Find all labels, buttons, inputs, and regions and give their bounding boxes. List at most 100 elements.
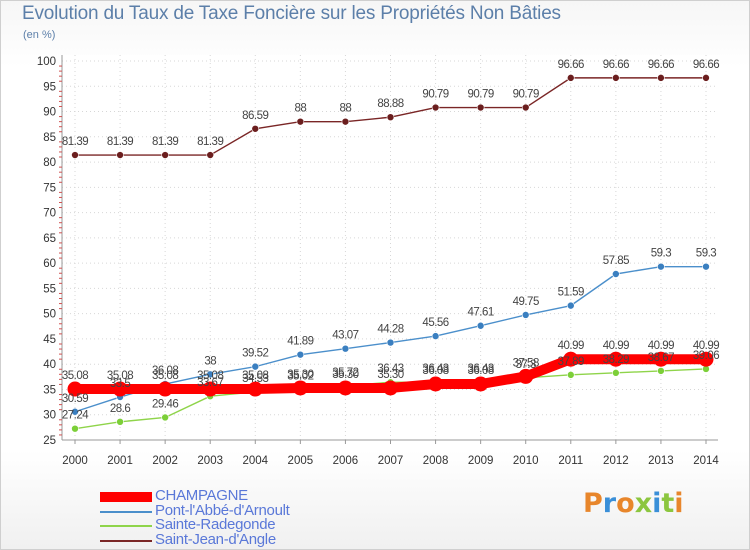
data-label: 36.08	[152, 365, 178, 377]
data-label: 45.56	[422, 317, 448, 329]
data-label: 96.66	[693, 59, 719, 71]
data-label: 38	[204, 355, 216, 367]
y-tick-label: 100	[37, 56, 56, 68]
logo-letter: t	[661, 488, 675, 519]
data-label: 37.58	[513, 357, 539, 369]
data-label: 57.85	[603, 255, 629, 267]
y-tick-label: 90	[43, 107, 56, 119]
data-label: 40.99	[693, 340, 719, 352]
data-label: 86.59	[242, 110, 268, 122]
data-point	[521, 103, 530, 112]
data-label: 36.43	[422, 363, 448, 375]
y-tick-label: 25	[43, 435, 56, 447]
data-point	[657, 262, 665, 271]
data-label: 28.6	[110, 403, 130, 415]
data-label: 51.59	[558, 287, 584, 299]
data-label: 40.99	[603, 340, 629, 352]
y-tick-label: 70	[43, 208, 56, 220]
data-label: 44.28	[377, 324, 403, 336]
logo-letter: o	[616, 488, 635, 519]
logo-letter: x	[634, 488, 653, 519]
data-label: 33.67	[197, 377, 223, 389]
y-tick-label: 85	[43, 132, 56, 144]
data-point	[206, 370, 215, 379]
logo-letter: r	[602, 488, 617, 519]
data-label: 27.24	[62, 410, 89, 422]
data-label: 88.88	[377, 98, 403, 110]
logo-letter: i	[674, 488, 684, 519]
y-tick-label: 45	[43, 334, 56, 346]
data-label: 81.39	[62, 136, 88, 148]
x-tick-label: 2003	[197, 455, 223, 467]
data-label: 59.3	[651, 248, 671, 260]
chart-unit-label: (en %)	[23, 29, 56, 41]
data-point	[161, 413, 169, 422]
data-point	[296, 117, 305, 126]
data-point	[71, 424, 79, 433]
data-point	[386, 113, 395, 121]
data-point	[202, 381, 218, 397]
data-label: 81.39	[197, 136, 223, 148]
legend-label: Pont-l'Abbé-d'Arnoult	[155, 502, 290, 519]
data-point	[341, 117, 350, 126]
data-point	[476, 103, 485, 112]
data-label: 90.79	[468, 89, 494, 101]
data-label: 59.3	[696, 248, 716, 260]
proxiti-logo: Proxiti	[583, 488, 684, 519]
x-tick-label: 2009	[468, 455, 494, 467]
data-label: 35.08	[242, 370, 268, 382]
x-tick-label: 2011	[558, 455, 583, 467]
legend-swatch-pont-l-abbe-d-arnoult	[100, 511, 152, 513]
data-point	[116, 151, 124, 159]
data-label: 81.39	[152, 136, 178, 148]
x-tick-label: 2006	[333, 455, 359, 467]
x-tick-label: 2001	[107, 455, 133, 467]
data-label: 38.67	[648, 352, 674, 364]
data-label: 36.43	[468, 363, 494, 375]
legend-swatch-champagne	[100, 492, 152, 502]
data-point	[71, 151, 79, 159]
data-point	[476, 321, 485, 330]
legend-label: Saint-Jean-d'Angle	[155, 531, 276, 548]
data-point	[71, 407, 79, 416]
y-tick-label: 35	[43, 384, 56, 396]
data-label: 96.66	[603, 59, 629, 71]
x-tick-label: 2010	[513, 455, 539, 467]
logo-letter: i	[652, 488, 662, 519]
data-label: 81.39	[107, 136, 133, 148]
data-label: 36.08	[468, 365, 494, 377]
data-point	[428, 376, 444, 392]
data-label: 33.5	[110, 378, 130, 390]
data-label: 35.08	[107, 370, 133, 382]
data-point	[157, 381, 173, 397]
legend-label: CHAMPAGNE	[155, 487, 248, 504]
data-point	[251, 362, 260, 371]
y-tick-label: 75	[43, 182, 56, 194]
data-point	[653, 351, 669, 367]
data-point	[431, 103, 440, 112]
data-label: 35.30	[332, 369, 358, 381]
data-point	[612, 74, 620, 82]
data-point	[698, 351, 714, 367]
data-point	[702, 262, 710, 271]
legend-swatch-saint-jean-d-angle	[100, 540, 152, 542]
data-label: 88	[340, 103, 352, 115]
data-label: 35.30	[377, 369, 403, 381]
data-point	[161, 151, 169, 159]
data-label: 43.07	[332, 330, 358, 342]
y-tick-label: 95	[43, 81, 56, 93]
data-label: 39.06	[693, 350, 719, 362]
data-label: 35.30	[287, 369, 313, 381]
data-label: 36.08	[422, 365, 448, 377]
x-tick-label: 2000	[62, 455, 88, 467]
data-label: 35.72	[332, 367, 358, 379]
data-label: 37.89	[558, 356, 584, 368]
data-point	[612, 270, 620, 278]
data-label: 90.79	[513, 89, 539, 101]
data-label: 35.02	[287, 370, 313, 382]
data-point	[657, 74, 665, 82]
data-label: 40.99	[558, 340, 584, 352]
data-label: 90.79	[422, 89, 448, 101]
data-point	[518, 368, 534, 384]
data-point	[431, 332, 440, 340]
